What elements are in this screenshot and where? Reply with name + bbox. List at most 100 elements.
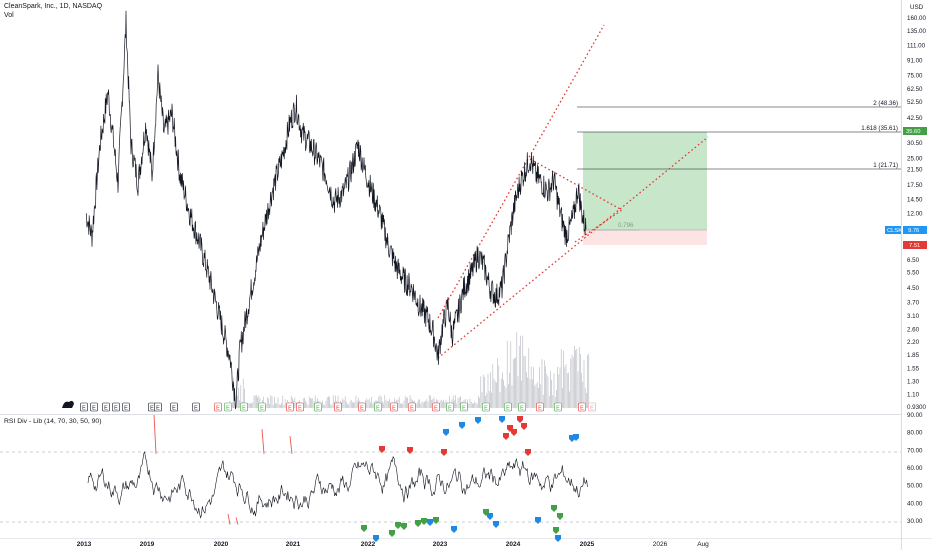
time-tick: 2019: [140, 541, 155, 548]
price-tick: 3.70: [907, 300, 920, 307]
earnings-event-box[interactable]: [536, 402, 544, 412]
earnings-event-box[interactable]: [518, 402, 526, 412]
time-tick: 2023: [433, 541, 448, 548]
earnings-event-box[interactable]: [192, 402, 200, 412]
earnings-event-letter: E: [376, 406, 380, 412]
rsi-divergence-marker[interactable]: [521, 423, 527, 430]
rsi-divergence-marker[interactable]: [493, 521, 499, 528]
rsi-divergence-marker[interactable]: [553, 527, 559, 534]
earnings-event-box[interactable]: [122, 402, 130, 412]
earnings-event-box[interactable]: [296, 402, 304, 412]
rsi-divergence-marker[interactable]: [407, 447, 413, 454]
earnings-event-box[interactable]: [390, 402, 398, 412]
rsi-divergence-marker[interactable]: [499, 416, 505, 423]
fib-base-label: 0.796: [618, 222, 634, 229]
rsi-divergence-marker[interactable]: [389, 530, 395, 537]
price-tick: 1.30: [907, 379, 920, 386]
rsi-divergence-marker[interactable]: [361, 525, 367, 532]
last-price-value: 9.76: [908, 228, 919, 234]
rsi-divergence-marker[interactable]: [451, 526, 457, 533]
time-tick: 2020: [214, 541, 229, 548]
price-series: [85, 10, 587, 410]
rsi-divergence-marker[interactable]: [459, 422, 465, 429]
earnings-event-box[interactable]: [154, 402, 162, 412]
earnings-event-box[interactable]: [374, 402, 382, 412]
price-tick: 14.50: [907, 196, 923, 203]
rsi-overbought-segment: [289, 436, 293, 454]
earnings-event-letter: E: [590, 406, 594, 412]
stop-zone: [583, 230, 707, 245]
earnings-event-box[interactable]: [554, 402, 562, 412]
last-price-ticker: CLSK: [887, 228, 902, 234]
earnings-event-letter: E: [360, 406, 364, 412]
earnings-event-letter: E: [316, 406, 320, 412]
earnings-event-letter: E: [520, 406, 524, 412]
rsi-tick: 80.00: [907, 430, 923, 437]
earnings-event-box[interactable]: [432, 402, 440, 412]
earnings-event-letter: E: [172, 406, 176, 412]
earnings-event-box[interactable]: [578, 402, 586, 412]
rsi-divergence-marker[interactable]: [487, 513, 493, 520]
earnings-event-box[interactable]: [170, 402, 178, 412]
earnings-event-box[interactable]: [314, 402, 322, 412]
volume-bars: [229, 331, 590, 408]
time-tick: 2024: [506, 541, 521, 548]
rsi-divergence-marker[interactable]: [401, 523, 407, 530]
rsi-divergence-marker[interactable]: [573, 434, 579, 441]
rsi-divergence-marker[interactable]: [373, 535, 379, 542]
target-price-badge: 35.60: [903, 127, 927, 135]
earnings-event-box[interactable]: [80, 402, 88, 412]
price-tick: 6.50: [907, 257, 920, 264]
earnings-event-letter: E: [434, 406, 438, 412]
earnings-event-box[interactable]: [460, 402, 468, 412]
earnings-event-box[interactable]: [214, 402, 222, 412]
earnings-event-box[interactable]: [258, 402, 266, 412]
price-tick: 135.00: [907, 28, 926, 35]
earnings-event-box[interactable]: [90, 402, 98, 412]
wedge-top-line: [529, 158, 623, 211]
earnings-event-box[interactable]: [588, 402, 596, 412]
rsi-divergence-marker[interactable]: [415, 520, 421, 527]
price-tick: 4.50: [907, 285, 920, 292]
earnings-event-letter: E: [216, 406, 220, 412]
rsi-divergence-marker[interactable]: [551, 505, 557, 512]
rsi-divergence-marker[interactable]: [443, 429, 449, 436]
earnings-event-box[interactable]: [358, 402, 366, 412]
earnings-event-box[interactable]: [408, 402, 416, 412]
rsi-divergence-marker[interactable]: [379, 446, 385, 453]
rsi-indicator-title: RSI Div - Lib (14, 70, 30, 50, 90): [4, 418, 102, 425]
price-tick: 75.00: [907, 72, 923, 79]
earnings-event-letter: E: [92, 406, 96, 412]
earnings-event-box[interactable]: [504, 402, 512, 412]
rsi-divergence-marker[interactable]: [503, 433, 509, 440]
rsi-divergence-marker[interactable]: [511, 429, 517, 436]
rsi-divergence-marker[interactable]: [427, 519, 433, 526]
time-axis[interactable]: 2013 2019 2020 2021 2022 2023 2024 2025 2026 Aug: [77, 541, 709, 548]
rsi-divergence-marker[interactable]: [557, 513, 563, 520]
rsi-divergence-marker[interactable]: [517, 416, 523, 423]
price-tick: 3.10: [907, 313, 920, 320]
earnings-event-box[interactable]: [334, 402, 342, 412]
earnings-event-box[interactable]: [112, 402, 120, 412]
rsi-divergence-marker[interactable]: [421, 518, 427, 525]
target-zone: [583, 132, 707, 230]
rsi-divergence-marker[interactable]: [535, 517, 541, 524]
rsi-divergence-marker[interactable]: [433, 517, 439, 524]
earnings-event-box[interactable]: [240, 402, 248, 412]
price-tick: 91.00: [907, 58, 923, 65]
earnings-event-box[interactable]: [102, 402, 110, 412]
rsi-divergence-marker[interactable]: [395, 522, 401, 529]
rsi-axis[interactable]: 90.00 80.00 70.00 60.00 50.00 40.00 30.00: [907, 412, 923, 525]
earnings-event-letter: E: [538, 406, 542, 412]
rsi-divergence-marker[interactable]: [441, 449, 447, 456]
rsi-divergence-marker[interactable]: [475, 417, 481, 424]
price-axis[interactable]: 160.00 135.00 111.00 91.00 75.00 62.50 52.50 42…: [907, 15, 926, 411]
earnings-event-box[interactable]: [482, 402, 490, 412]
earnings-event-box[interactable]: [446, 402, 454, 412]
rsi-divergence-marker[interactable]: [525, 449, 531, 456]
earnings-event-box[interactable]: [286, 402, 294, 412]
rsi-divergence-marker[interactable]: [555, 535, 561, 542]
earnings-event-box[interactable]: [224, 402, 232, 412]
price-tick: 1.85: [907, 352, 920, 359]
